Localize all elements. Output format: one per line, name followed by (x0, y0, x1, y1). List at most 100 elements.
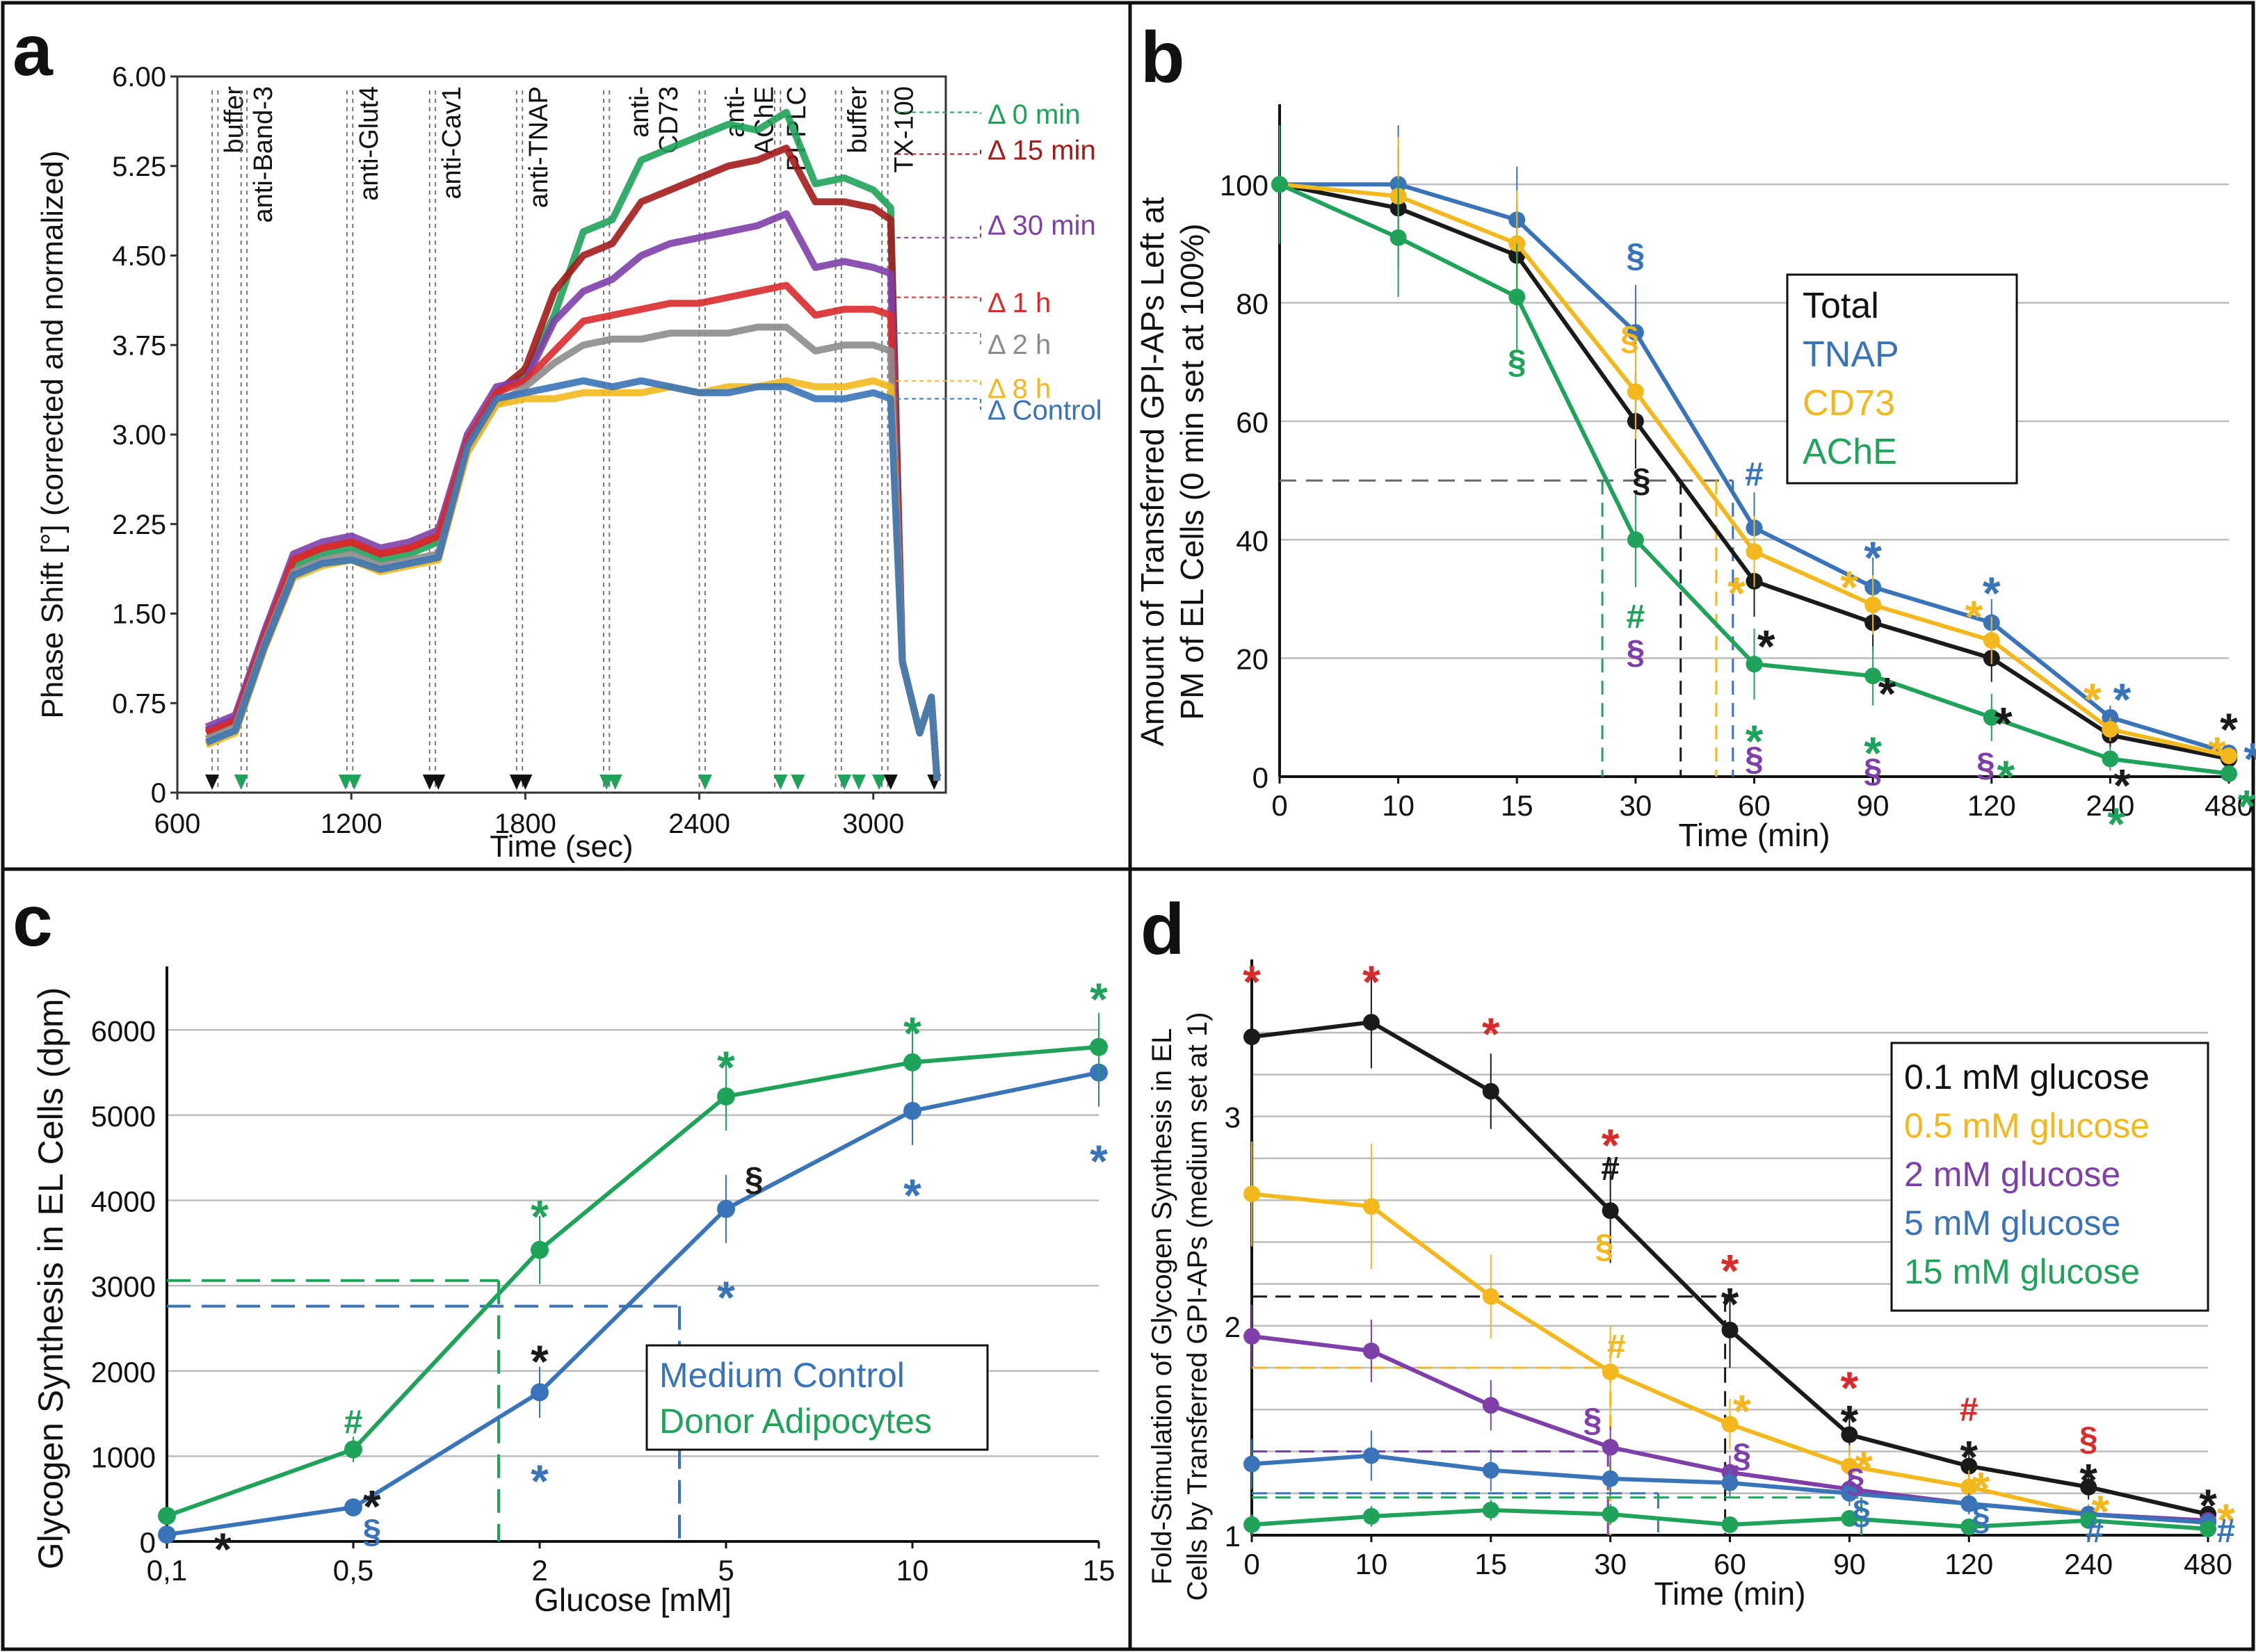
panel-b-data-point (1508, 289, 1526, 306)
panel-a-legend-leader (896, 296, 981, 302)
panel-a-legend-label: Δ 30 min (988, 210, 1096, 241)
panel-c-significance-mark: § (362, 1513, 381, 1550)
panel-b-data-point (1746, 656, 1763, 673)
panel-d-significance-mark: # (2216, 1513, 2235, 1550)
panel-a-injection-arrow (773, 775, 788, 790)
panel-a-injection-label: buffer (220, 86, 249, 154)
panel-a-series-line (204, 377, 941, 782)
panel-b-significance-mark: * (1864, 727, 1882, 779)
panel-d-significance-mark: * (1972, 1463, 1990, 1514)
panel-a-injection-arrow (599, 775, 614, 790)
panel-b-data-point (1983, 632, 2000, 649)
panel-d-x-tick-label: 10 (1355, 1548, 1388, 1580)
panel-a-injection-arrow (347, 775, 362, 790)
panel-d-data-point (1721, 1416, 1739, 1433)
panel-b-legend-entry: TNAP (1803, 334, 1899, 375)
panel-d-data-point (2080, 1478, 2097, 1496)
panel-b-x-tick-label: 0 (1271, 789, 1287, 822)
panel-d-legend-entry: 0.1 mM glucose (1904, 1058, 2150, 1096)
panel-letter-d: d (1141, 889, 1185, 970)
panel-a-y-tick-label: 1.50 (112, 599, 166, 630)
panel-a-series-line (204, 323, 941, 782)
panel-b-significance-mark: § (1745, 740, 1764, 777)
panel-d-legend-entry: 5 mM glucose (1904, 1204, 2120, 1242)
panel-b-x-axis-label: Time (min) (1678, 817, 1830, 853)
panel-d-significance-mark: # (1960, 1391, 1979, 1428)
panel-b-significance-mark: * (2084, 674, 2102, 725)
panel-a-legend-leader (896, 111, 981, 114)
panel-d-x-axis-label: Time (min) (1654, 1576, 1805, 1612)
panel-d-significance-mark: * (1721, 1245, 1739, 1297)
panel-d-significance-mark: * (1362, 956, 1380, 1007)
panel-a-injection-arrow (422, 775, 437, 790)
panel-d-y-axis-label-line1: Fold-Stimulation of Glycogen Synthesis i… (1147, 1028, 1177, 1585)
panel-d-x-tick-label: 480 (2184, 1548, 2232, 1580)
panel-d-x-tick-label: 15 (1474, 1548, 1507, 1580)
panel-c-x-tick-label: 10 (896, 1554, 929, 1587)
panel-d-data-point (1362, 1198, 1380, 1215)
panel-d-data-point (1960, 1518, 1978, 1535)
panel-d-data-point (1841, 1426, 1858, 1443)
panel-a-injection-label: anti-Band-3 (249, 86, 278, 222)
panel-d-data-point (2080, 1512, 2097, 1529)
panel-d-data-point (1482, 1461, 1499, 1479)
panel-a-y-axis-label: Phase Shift [°] (corrected and normalize… (35, 150, 70, 718)
panel-a-injection-label-line: anti-Cav1 (437, 86, 467, 200)
panel-c-significance-mark: * (531, 1191, 549, 1242)
panel-b-legend-entry: CD73 (1803, 383, 1895, 423)
panel-b-data-point (1627, 383, 1644, 400)
panel-a-injection-label-line: buffer (220, 86, 249, 154)
panel-d-y-tick-label: 1 (1225, 1520, 1241, 1553)
panel-a-y-tick-label: 5.25 (112, 152, 166, 182)
panel-b-y-axis-label-line2: PM of EL Cells (0 min set at 100%) (1174, 223, 1210, 720)
panel-a-injection-arrow (509, 775, 524, 790)
panel-d-significance-mark: * (1602, 1119, 1620, 1171)
panel-c-x-tick-label: 15 (1083, 1554, 1115, 1587)
panel-b-significance-mark: § (1620, 321, 1639, 357)
panel-b-legend-box (1786, 273, 2018, 485)
panel-b-data-point (1389, 229, 1407, 246)
panel-c-series-line (166, 1070, 1099, 1537)
panel-b-significance-mark: § (1627, 237, 1645, 274)
panel-b-significance-mark: * (2243, 733, 2256, 784)
panel-a-injection-arrow (205, 775, 220, 790)
panel-c-y-tick-label: 2000 (91, 1356, 156, 1388)
panel-c-y-tick-label: 3000 (91, 1270, 156, 1303)
panel-b-significance-mark: * (2220, 704, 2238, 755)
panel-c-significance-mark: * (903, 1169, 921, 1221)
panel-c-significance-mark: * (214, 1523, 232, 1575)
panel-b-x-tick-label: 30 (1620, 789, 1652, 822)
panel-c-x-tick-label: 2 (531, 1554, 547, 1587)
panel-c-data-point (903, 1101, 921, 1120)
panel-a-legend-label: Δ 1 h (988, 288, 1051, 318)
panel-a-injection-arrow (518, 775, 533, 790)
panel-a-injection-label-line: TX-100 (889, 86, 919, 173)
panel-a-legend-leader (896, 149, 981, 155)
panel-c-significance-mark: * (717, 1042, 735, 1093)
panel-d-significance-mark: * (1733, 1385, 1751, 1436)
panel-a-legend-leader (896, 332, 981, 345)
panel-d-data-point (1362, 1343, 1380, 1360)
panel-c-legend-box (645, 1344, 989, 1451)
panel-d-data-point (1960, 1478, 1978, 1496)
panel-d-y-axis-label-line2: Cells by Transferred GPI-APs (medium set… (1182, 1012, 1213, 1601)
panel-b-legend-entry: AChE (1803, 432, 1897, 472)
panel-d-legend-entry: 2 mM glucose (1904, 1155, 2120, 1194)
panel-c-data-point (531, 1383, 549, 1402)
panel-d-data-point (1841, 1509, 1858, 1527)
panel-a-injection-arrow (872, 775, 887, 790)
panel-d-data-point (1721, 1474, 1739, 1491)
panel-a-legend-label: Δ 2 h (988, 330, 1051, 360)
panel-d-significance-mark: # (1601, 1151, 1620, 1188)
panel-c-data-point (344, 1440, 362, 1459)
panel-b-significance-mark: * (1995, 697, 2013, 749)
panel-a-injection-label-line: anti-Band-3 (249, 86, 278, 222)
panel-d-data-point (1482, 1288, 1499, 1305)
panel-d-significance-mark: * (2091, 1486, 2109, 1537)
panel-d-significance-mark: * (1721, 1279, 1739, 1330)
panel-b-significance-mark: * (2107, 798, 2125, 850)
panel-b-data-point (1627, 324, 1644, 341)
panel-b-y-tick-label: 80 (1236, 288, 1268, 321)
panel-d-x-tick-label: 240 (2064, 1548, 2113, 1580)
